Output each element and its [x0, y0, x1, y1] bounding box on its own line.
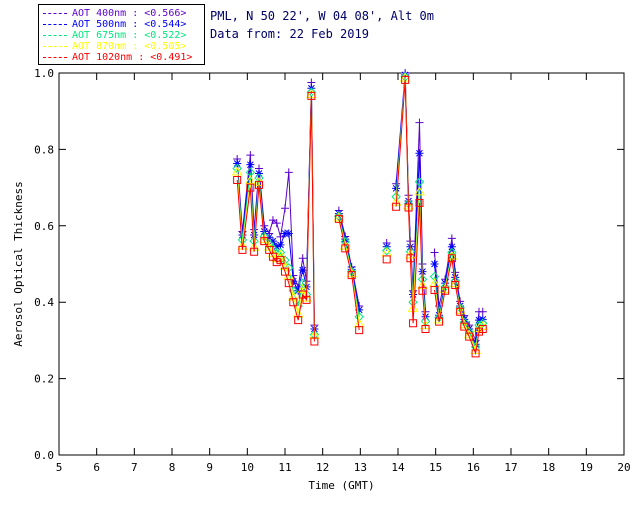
series-line: [395, 79, 426, 329]
axes: [58, 72, 625, 456]
data-date: Data from: 22 Feb 2019: [210, 27, 369, 41]
legend-dash-icon: [43, 35, 67, 36]
legend-entry-label: AOT 870nm : <0.505>: [72, 41, 187, 52]
x-tick-label: 11: [278, 461, 291, 474]
x-tick-label: 20: [617, 461, 630, 474]
x-tick-label: 8: [169, 461, 176, 474]
y-tick-label: 0.0: [34, 449, 54, 462]
x-tick-label: 19: [580, 461, 593, 474]
plus-markers: [233, 69, 487, 345]
legend: AOT 400nm : <0.566> AOT 500nm : <0.544> …: [38, 4, 205, 65]
x-tick-label: 12: [316, 461, 329, 474]
series-line: [236, 95, 315, 342]
y-tick-label: 0.2: [34, 373, 54, 386]
tick-marks: [58, 72, 625, 456]
legend-entry-label: AOT 675nm : <0.522>: [72, 30, 187, 41]
y-tick-label: 0.8: [34, 143, 54, 156]
x-tick-label: 10: [241, 461, 254, 474]
legend-entry: AOT 675nm : <0.522>: [43, 29, 204, 41]
series-aot-870nm: [231, 72, 489, 354]
x-tick-label: 18: [542, 461, 555, 474]
y-tick-label: 0.6: [34, 220, 54, 233]
legend-entry-label: AOT 1020nm : <0.491>: [72, 52, 193, 63]
legend-dash-icon: [43, 57, 67, 58]
legend-entry: AOT 500nm : <0.544>: [43, 18, 204, 30]
plot-header: PML, N 50 22', W 04 08', Alt 0m Data fro…: [210, 7, 434, 43]
series-line: [338, 216, 360, 317]
series-aot-400nm: [233, 69, 487, 345]
legend-entry: AOT 1020nm : <0.491>: [43, 51, 204, 63]
y-axis-title: Aerosol Optical Thickness: [12, 181, 25, 347]
series-line: [434, 258, 484, 356]
x-tick-label: 6: [93, 461, 100, 474]
legend-dash-icon: [43, 13, 67, 14]
x-tick-label: 5: [56, 461, 63, 474]
series-line: [338, 213, 360, 310]
asterisk-markers: [233, 70, 487, 349]
y-tick-label: 0.4: [34, 296, 54, 309]
x-tick-label: 13: [354, 461, 367, 474]
legend-entry: AOT 400nm : <0.566>: [43, 7, 204, 19]
x-tick-label: 9: [206, 461, 213, 474]
x-tick-label: 7: [131, 461, 138, 474]
square-markers: [233, 75, 487, 358]
tick-labels: 5 6 7 8 9 10 11 12 13 14 15 16 17 18 19 20 0.0 0.2 0.4 0.6 0…: [34, 67, 631, 474]
legend-entry: AOT 870nm : <0.505>: [43, 40, 204, 52]
station-info: PML, N 50 22', W 04 08', Alt 0m: [210, 9, 434, 23]
legend-entry-label: AOT 500nm : <0.544>: [72, 19, 187, 30]
x-tick-label: 17: [504, 461, 517, 474]
x-tick-label: 16: [467, 461, 480, 474]
x-tick-label: 14: [391, 461, 405, 474]
series-aot-1020nm: [233, 75, 487, 358]
legend-entry-label: AOT 400nm : <0.566>: [72, 8, 187, 19]
y-tick-label: 1.0: [34, 67, 54, 80]
x-axis-title: Time (GMT): [308, 479, 374, 492]
x-tick-label: 15: [429, 461, 442, 474]
series-aot-500nm: [233, 70, 487, 349]
legend-dash-icon: [43, 24, 67, 25]
triangle-markers: [231, 72, 489, 354]
legend-dash-icon: [43, 46, 67, 47]
series-line: [338, 218, 360, 331]
